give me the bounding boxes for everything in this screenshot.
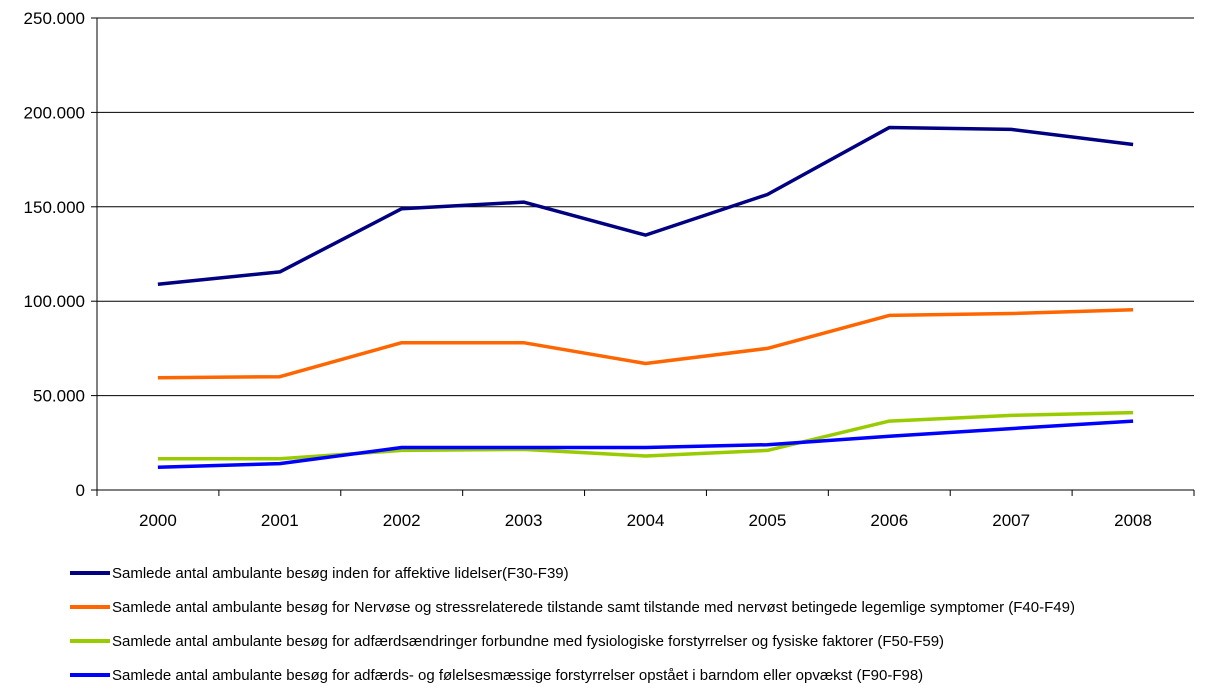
legend-item-barndom: Samlede antal ambulante besøg for adfærd… (70, 658, 1220, 692)
legend-item-affektive: Samlede antal ambulante besøg inden for … (70, 556, 1220, 590)
gridlines (97, 17, 1194, 397)
x-tick-label: 2001 (261, 511, 299, 530)
x-tick-label: 2003 (505, 511, 543, 530)
y-tick-label: 0 (76, 481, 85, 500)
legend: Samlede antal ambulante besøg inden for … (70, 556, 1220, 692)
legend-label: Samlede antal ambulante besøg for Nervøs… (112, 598, 1075, 616)
legend-swatch (70, 605, 110, 609)
y-tick-label: 200.000 (24, 103, 85, 122)
y-tick-label: 250.000 (24, 9, 85, 28)
x-tick-label: 2008 (1114, 511, 1152, 530)
x-tick-labels: 2000 2001 2002 2003 2004 2005 2006 2007 2008 (139, 511, 1152, 530)
x-tick-label: 2007 (992, 511, 1030, 530)
x-tick-label: 2000 (139, 511, 177, 530)
legend-swatch (70, 673, 110, 677)
legend-swatch (70, 639, 110, 643)
x-tick-label: 2004 (627, 511, 665, 530)
y-tick-label: 150.000 (24, 198, 85, 217)
legend-label: Samlede antal ambulante besøg for adfærd… (112, 666, 924, 684)
series-lines (157, 125, 1134, 470)
x-tick-label: 2005 (748, 511, 786, 530)
series-line-3 (157, 410, 1134, 461)
axes (91, 17, 1195, 496)
y-tick-label: 100.000 (24, 292, 85, 311)
legend-item-nervose: Samlede antal ambulante besøg for Nervøs… (70, 590, 1220, 624)
series-line-1 (157, 125, 1134, 286)
x-tick-label: 2006 (870, 511, 908, 530)
line-chart: 0 50.000 100.000 150.000 200.000 250.000 2000… (24, 9, 1195, 530)
legend-label: Samlede antal ambulante besøg inden for … (112, 564, 569, 582)
legend-label: Samlede antal ambulante besøg for adfærd… (112, 632, 945, 650)
y-tick-label: 50.000 (33, 387, 85, 406)
legend-swatch (70, 571, 110, 575)
y-tick-labels: 0 50.000 100.000 150.000 200.000 250.000 (24, 9, 85, 500)
series-line-4 (157, 419, 1134, 470)
series-line-2 (157, 307, 1134, 380)
x-tick-label: 2002 (383, 511, 421, 530)
legend-item-adfaerdsaendringer: Samlede antal ambulante besøg for adfærd… (70, 624, 1220, 658)
